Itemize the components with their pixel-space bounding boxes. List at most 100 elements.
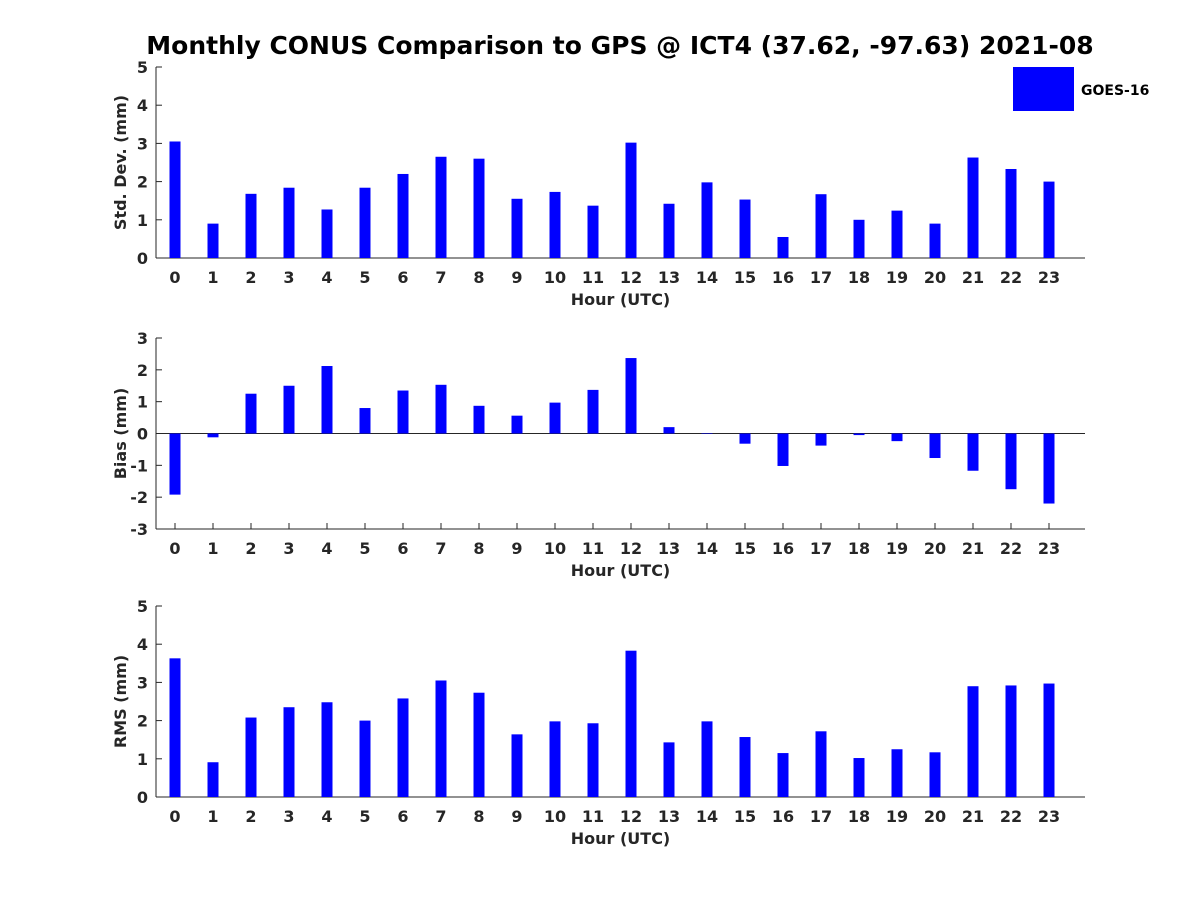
x-tick-label: 10 — [544, 268, 566, 287]
y-tick-label: 0 — [137, 425, 148, 444]
x-tick-label: 15 — [734, 539, 756, 558]
x-tick-label: 19 — [886, 807, 908, 826]
y-tick-label: -3 — [130, 520, 148, 539]
bar — [207, 223, 219, 258]
bar — [967, 433, 979, 471]
y-tick-label: -2 — [130, 488, 148, 507]
bar — [739, 737, 751, 797]
bar — [283, 707, 295, 797]
bar — [815, 731, 827, 797]
bar — [815, 194, 827, 258]
x-tick-label: 11 — [582, 268, 604, 287]
bar — [1005, 685, 1017, 797]
bar — [1005, 433, 1017, 490]
x-axis-label: Hour (UTC) — [571, 561, 671, 580]
x-tick-label: 3 — [283, 539, 294, 558]
bar — [435, 384, 447, 434]
bar — [359, 408, 371, 434]
x-tick-label: 0 — [169, 268, 180, 287]
bar — [853, 219, 865, 258]
bar — [587, 389, 599, 434]
bar — [625, 142, 637, 258]
y-tick-label: 3 — [137, 673, 148, 692]
x-tick-label: 22 — [1000, 268, 1022, 287]
bar — [891, 433, 903, 442]
bar — [245, 717, 257, 797]
bar — [663, 742, 675, 797]
bar — [777, 433, 789, 466]
bar — [511, 415, 523, 434]
x-tick-label: 21 — [962, 268, 984, 287]
legend: GOES-16 — [1013, 67, 1149, 111]
x-tick-label: 6 — [397, 268, 408, 287]
bar — [359, 187, 371, 258]
x-tick-label: 10 — [544, 807, 566, 826]
y-tick-label: 4 — [137, 635, 148, 654]
x-tick-label: 5 — [359, 539, 370, 558]
x-tick-label: 21 — [962, 807, 984, 826]
x-tick-label: 14 — [696, 539, 718, 558]
x-tick-label: 12 — [620, 807, 642, 826]
x-tick-label: 3 — [283, 807, 294, 826]
x-tick-label: 23 — [1038, 268, 1060, 287]
bar — [169, 658, 181, 797]
x-tick-label: 6 — [397, 807, 408, 826]
x-tick-label: 23 — [1038, 807, 1060, 826]
bar — [321, 209, 333, 258]
x-tick-label: 1 — [207, 539, 218, 558]
x-tick-label: 18 — [848, 807, 870, 826]
x-tick-label: 19 — [886, 539, 908, 558]
x-tick-label: 7 — [435, 539, 446, 558]
x-tick-label: 5 — [359, 268, 370, 287]
y-tick-label: -1 — [130, 456, 148, 475]
x-tick-label: 15 — [734, 807, 756, 826]
x-tick-label: 5 — [359, 807, 370, 826]
bar — [967, 686, 979, 797]
x-tick-label: 4 — [321, 539, 332, 558]
bar — [739, 199, 751, 258]
legend-label: GOES-16 — [1081, 83, 1149, 99]
x-tick-label: 18 — [848, 539, 870, 558]
x-tick-label: 1 — [207, 268, 218, 287]
bar — [435, 156, 447, 258]
x-tick-label: 10 — [544, 539, 566, 558]
x-tick-label: 12 — [620, 539, 642, 558]
y-tick-label: 0 — [137, 249, 148, 268]
bar — [397, 173, 409, 258]
x-tick-label: 16 — [772, 539, 794, 558]
bar — [739, 433, 751, 444]
y-tick-label: 1 — [137, 750, 148, 769]
x-tick-label: 20 — [924, 268, 946, 287]
x-tick-label: 14 — [696, 807, 718, 826]
bar — [397, 390, 409, 434]
bar — [967, 157, 979, 258]
y-tick-label: 2 — [137, 173, 148, 192]
x-tick-label: 7 — [435, 268, 446, 287]
x-tick-label: 9 — [511, 539, 522, 558]
x-tick-label: 2 — [245, 807, 256, 826]
x-axis-label: Hour (UTC) — [571, 290, 671, 309]
bar — [207, 762, 219, 797]
x-tick-label: 19 — [886, 268, 908, 287]
x-tick-label: 2 — [245, 268, 256, 287]
bar — [777, 753, 789, 797]
x-tick-label: 15 — [734, 268, 756, 287]
y-tick-label: 1 — [137, 393, 148, 412]
x-tick-label: 6 — [397, 539, 408, 558]
bar — [663, 427, 675, 434]
bar — [853, 758, 865, 797]
bar — [701, 721, 713, 797]
x-tick-label: 8 — [473, 539, 484, 558]
x-tick-label: 14 — [696, 268, 718, 287]
bar — [929, 433, 941, 459]
y-tick-label: 1 — [137, 211, 148, 230]
y-axis-label: Bias (mm) — [111, 388, 130, 480]
x-tick-label: 16 — [772, 807, 794, 826]
bar — [1043, 181, 1055, 258]
x-tick-label: 4 — [321, 807, 332, 826]
x-tick-label: 23 — [1038, 539, 1060, 558]
x-tick-label: 13 — [658, 268, 680, 287]
